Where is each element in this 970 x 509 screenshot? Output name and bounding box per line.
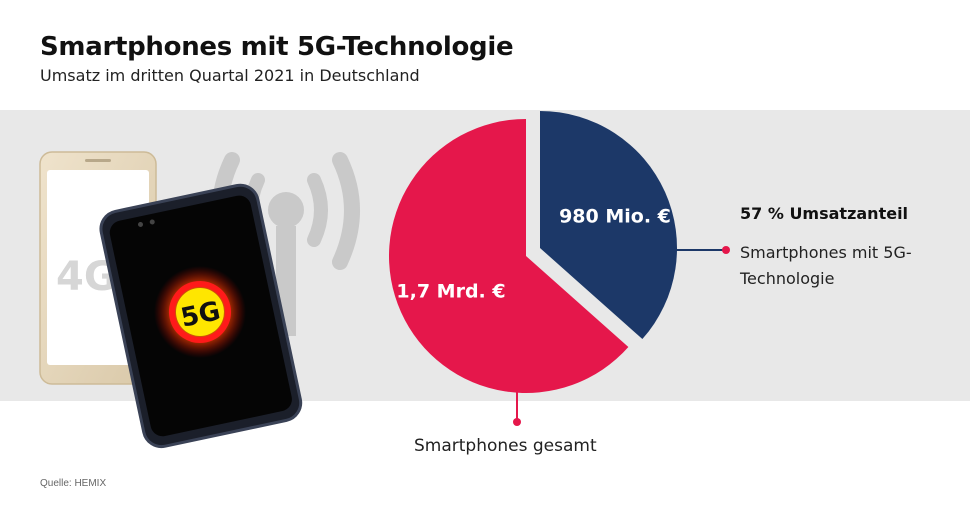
share-annotation-label: Smartphones mit 5G-Technologie [740,243,912,288]
chart-title: Smartphones mit 5G-Technologie [40,32,514,62]
pie-slice-0 [540,111,677,340]
leader-dot-share [722,246,730,254]
chart-subtitle: Umsatz im dritten Quartal 2021 in Deutsc… [40,66,420,85]
total-annotation-label: Smartphones gesamt [414,436,597,456]
leader-dot-total [513,418,521,426]
phone-5g-icon: 5G [99,183,303,449]
source-note: Quelle: HEMIX [40,478,107,489]
pie-slice-label-0: 980 Mio. € [559,205,671,227]
pie-slice-1 [389,118,629,393]
pie-slice-label-1: 1,7 Mrd. € [396,281,505,303]
share-annotation-title: 57 % Umsatzanteil [740,204,909,223]
